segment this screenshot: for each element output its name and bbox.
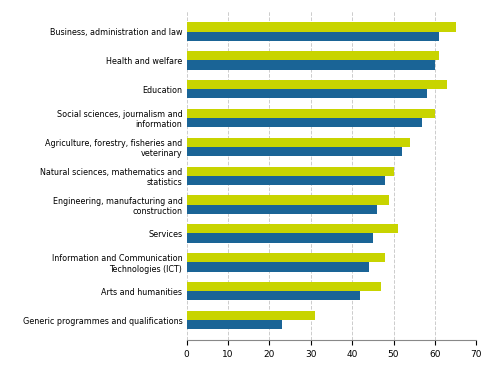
Bar [187, 118, 422, 127]
Bar [187, 138, 410, 147]
Bar [187, 204, 377, 214]
Bar [187, 80, 447, 89]
Bar [187, 291, 360, 301]
Bar [187, 51, 439, 60]
Bar [187, 234, 373, 243]
Bar [187, 147, 402, 156]
Bar [187, 262, 369, 271]
Bar [187, 311, 315, 320]
Bar [187, 282, 381, 291]
Bar [187, 22, 456, 31]
Bar [187, 109, 435, 118]
Bar [187, 31, 439, 41]
Bar [187, 224, 398, 234]
Bar [187, 320, 282, 329]
Bar [187, 89, 427, 98]
Bar [187, 195, 389, 204]
Bar [187, 60, 435, 70]
Bar [187, 167, 393, 176]
Bar [187, 253, 385, 262]
Bar [187, 176, 385, 185]
